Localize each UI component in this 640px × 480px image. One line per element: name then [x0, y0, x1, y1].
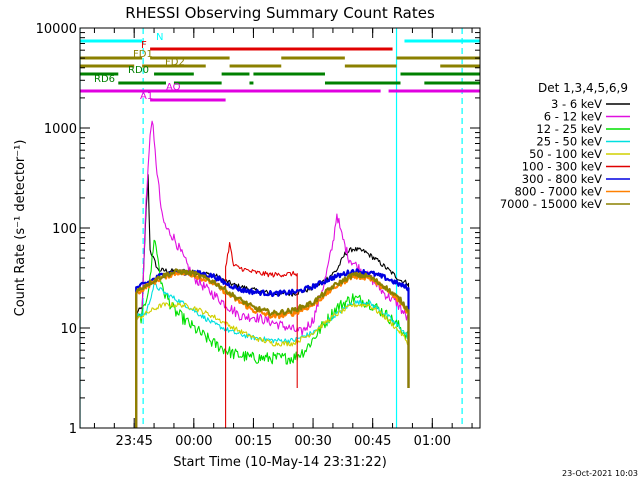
series-line — [135, 268, 410, 428]
legend-label: 12 - 25 keV — [536, 122, 602, 136]
legend-label: 3 - 6 keV — [551, 97, 602, 111]
series-line — [135, 268, 410, 428]
plot-frame — [79, 27, 481, 429]
series-line — [135, 302, 410, 428]
flag-label-fd2: FD2 — [165, 57, 185, 68]
x-tick-label: 00:30 — [294, 434, 331, 449]
legend-label: 300 - 800 keV — [522, 172, 602, 186]
x-axis: 23:45 00:00 00:15 00:30 00:45 01:00 — [93, 28, 473, 449]
legend-label: 7000 - 15000 keV — [500, 197, 602, 211]
legend-title: Det 1,3,4,5,6,9 — [538, 81, 628, 95]
y-tick-label: 1 — [69, 422, 77, 437]
flag-label-ao: AO — [166, 82, 181, 93]
x-axis-label: Start Time (10-May-14 23:31:22) — [173, 455, 387, 470]
x-tick-label: 01:00 — [414, 434, 451, 449]
footer-timestamp: 23-Oct-2021 10:03 — [562, 469, 638, 478]
x-tick-label: 23:45 — [115, 434, 152, 449]
legend-label: 6 - 12 keV — [544, 110, 602, 124]
series-line — [135, 239, 410, 428]
x-tick-label: 00:00 — [175, 434, 212, 449]
y-axis: 1 10 100 1000 10000 — [36, 22, 480, 437]
flag-label-f: F — [141, 40, 147, 51]
legend-label: 100 - 300 keV — [522, 160, 602, 174]
legend-label: 25 - 50 keV — [536, 135, 602, 149]
flag-label-n: N — [156, 32, 163, 43]
flag-label-a1: A1 — [140, 91, 153, 102]
y-tick-label: 10000 — [36, 22, 77, 37]
y-axis-label: Count Rate (s⁻¹ detector⁻¹) — [13, 140, 28, 317]
flag-label-fd1: FD1 — [133, 49, 153, 60]
legend-label: 800 - 7000 keV — [514, 185, 602, 199]
series-line — [225, 241, 298, 428]
chart-title: RHESSI Observing Summary Count Rates — [125, 4, 435, 22]
x-tick-label: 00:15 — [235, 434, 272, 449]
series-line — [135, 282, 410, 428]
x-tick-label: 00:45 — [354, 434, 391, 449]
y-tick-label: 100 — [52, 222, 77, 237]
flag-label-rd0: RD0 — [128, 65, 149, 76]
y-tick-label: 1000 — [44, 122, 77, 137]
y-tick-label: 10 — [60, 322, 77, 337]
legend-label: 50 - 100 keV — [529, 147, 602, 161]
flag-label-rd6: RD6 — [94, 74, 115, 85]
plot-area — [80, 28, 480, 428]
